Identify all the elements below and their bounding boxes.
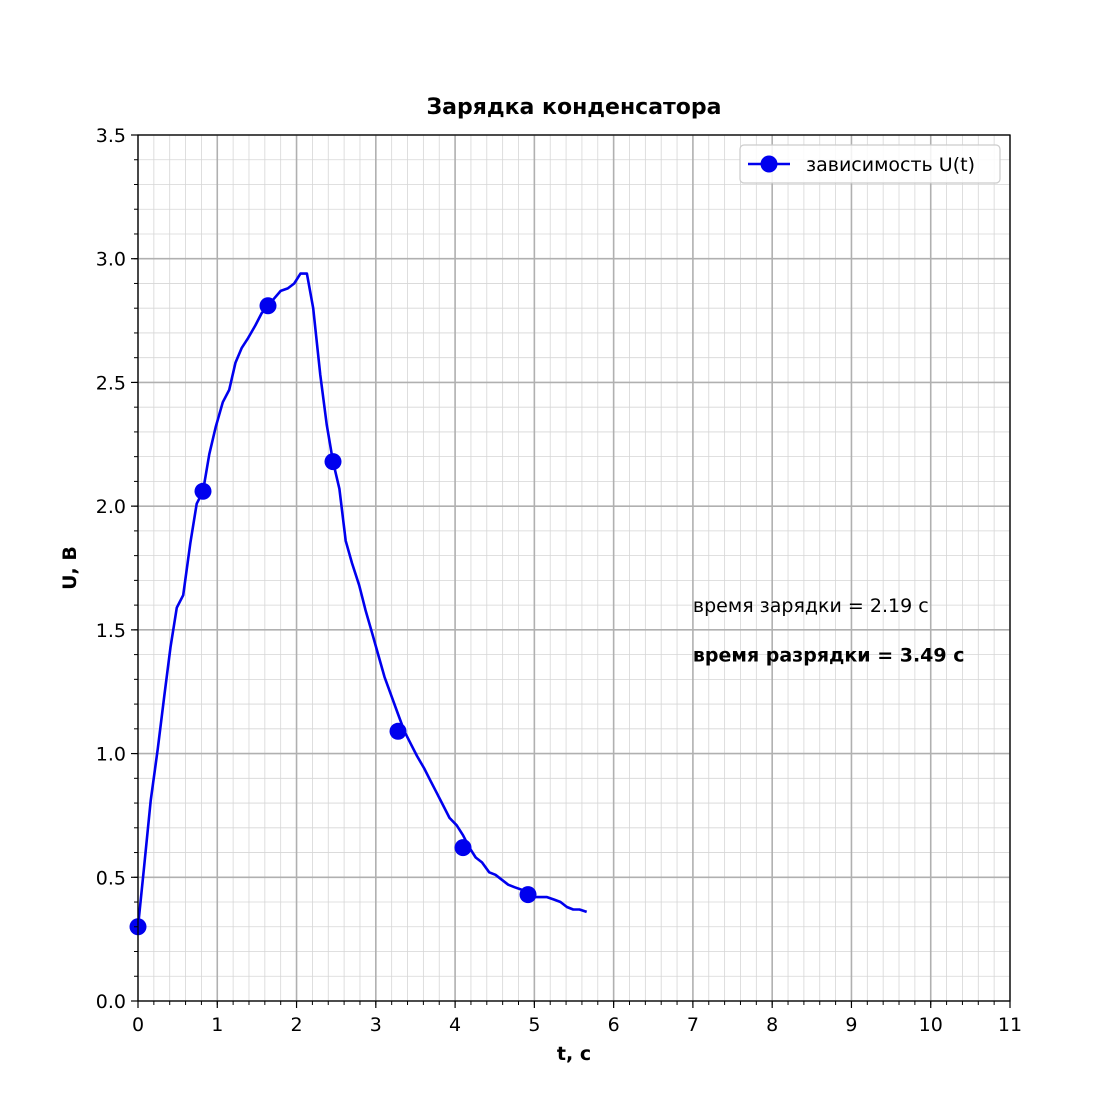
annotations: время зарядки = 2.19 с время разрядки = 3…	[693, 595, 965, 666]
data-point	[454, 839, 472, 857]
y-tick-label: 3.5	[96, 125, 126, 147]
major-grid	[137, 134, 1011, 1002]
x-tick-label: 3	[370, 1014, 382, 1036]
x-tick-label: 0	[132, 1014, 144, 1036]
y-tick-label: 1.0	[96, 744, 126, 766]
x-tick-label: 11	[998, 1014, 1022, 1036]
axis-ticks: 0 1 2 3 4 5 6 7 8 9 10 11 0.0 0.5 1.0 1.5 2.0 2.5 3.0 3.5	[96, 125, 1022, 1036]
x-axis-label: t, с	[557, 1043, 591, 1065]
x-tick-label: 6	[608, 1014, 620, 1036]
data-point	[259, 297, 277, 315]
legend-box	[739, 144, 1001, 184]
y-tick-label: 2.0	[96, 496, 126, 518]
legend: зависимость U(t)	[739, 144, 1001, 184]
data-point	[324, 453, 342, 471]
y-tick-label: 0.5	[96, 867, 126, 889]
legend-marker-swatch	[760, 155, 778, 173]
x-tick-label: 8	[766, 1014, 778, 1036]
axes-frame	[137, 134, 1011, 1002]
data-point	[389, 722, 407, 740]
annotation-text: время зарядки = 2.19 с	[693, 595, 929, 617]
legend-label: зависимость U(t)	[806, 154, 975, 176]
y-tick-label: 2.5	[96, 372, 126, 394]
annotation-text: время разрядки = 3.49 с	[693, 645, 965, 667]
x-tick-label: 10	[919, 1014, 943, 1036]
plot-area	[129, 272, 588, 936]
data-point	[194, 482, 212, 500]
x-tick-label: 5	[528, 1014, 540, 1036]
x-tick-label: 2	[290, 1014, 302, 1036]
y-tick-label: 1.5	[96, 620, 126, 642]
chart-title: Зарядка конденсатора	[426, 95, 721, 120]
data-point	[519, 886, 537, 904]
x-tick-label: 1	[211, 1014, 223, 1036]
x-tick-label: 4	[449, 1014, 461, 1036]
y-axis-label: U, В	[59, 546, 81, 590]
y-tick-label: 0.0	[96, 991, 126, 1013]
x-tick-label: 7	[687, 1014, 699, 1036]
series-line	[136, 272, 588, 927]
x-tick-label: 9	[845, 1014, 857, 1036]
y-tick-label: 3.0	[96, 249, 126, 271]
